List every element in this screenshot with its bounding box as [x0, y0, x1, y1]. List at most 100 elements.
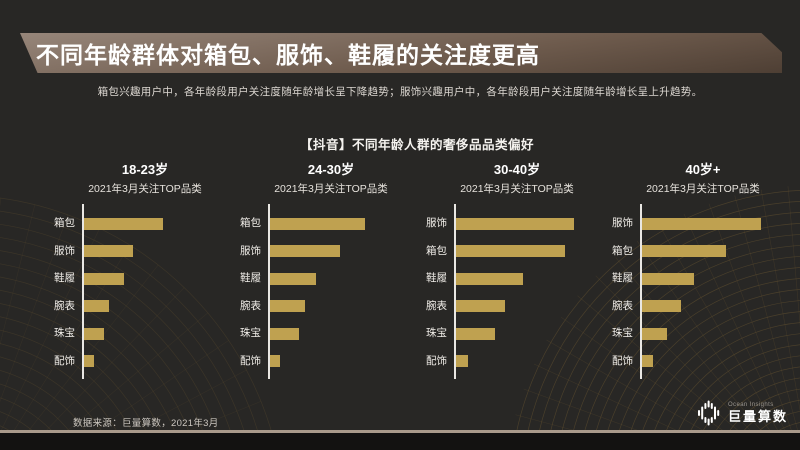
bar-row [270, 293, 394, 321]
age-group-chart: 24-30岁 2021年3月关注TOP品类 箱包 服饰 鞋履 腕表 珠宝 配饰 [222, 162, 408, 379]
bar [456, 245, 566, 258]
bar [642, 327, 667, 340]
age-group-label: 40岁+ [685, 162, 721, 177]
bar-row [456, 348, 580, 376]
bar [270, 327, 299, 340]
bar [642, 300, 682, 313]
soundwave-circle-icon [697, 400, 720, 426]
chart-body: 箱包 服饰 鞋履 腕表 珠宝 配饰 [222, 204, 408, 379]
period-label: 2021年3月关注TOP品类 [460, 183, 574, 195]
age-group-label: 18-23岁 [121, 162, 169, 177]
category-label: 鞋履 [426, 272, 447, 284]
age-group-chart: 18-23岁 2021年3月关注TOP品类 箱包服饰鞋履腕表珠宝配饰 [36, 162, 222, 379]
bar [84, 272, 125, 285]
bar-row [84, 210, 208, 238]
category-label: 服饰 [54, 244, 75, 257]
bar [84, 300, 109, 313]
age-group-label: 24-30岁 [307, 162, 355, 177]
bar [456, 300, 505, 313]
bar-row [456, 293, 580, 321]
footer-strip [0, 433, 800, 450]
logo-brand-en: Ocean Insights [727, 402, 774, 408]
bar [84, 245, 133, 258]
bar [642, 217, 761, 230]
category-label: 服饰 [612, 217, 633, 229]
bar [84, 355, 94, 368]
category-label: 配饰 [240, 354, 261, 367]
age-group-chart: 40岁+ 2021年3月关注TOP品类 服饰箱包鞋履腕表珠宝配饰 [594, 162, 780, 379]
category-label: 鞋履 [612, 272, 633, 284]
bar [456, 272, 523, 285]
bar-row [84, 348, 208, 376]
age-group-label: 30-40岁 [493, 162, 541, 177]
category-label: 珠宝 [612, 327, 633, 339]
bar-row [270, 210, 394, 238]
bar-row [642, 293, 766, 321]
logo-brand-cn: 巨量算数 [727, 409, 788, 424]
category-label: 珠宝 [54, 327, 75, 339]
footer-separator [0, 430, 800, 433]
category-label: 配饰 [426, 354, 447, 367]
category-label: 腕表 [612, 299, 633, 312]
chart-body: 服饰箱包鞋履腕表珠宝配饰 [408, 204, 594, 379]
category-labels: 箱包服饰鞋履腕表珠宝配饰 [36, 204, 82, 379]
bar-row [270, 348, 394, 376]
category-label: 服饰 [426, 217, 447, 229]
bar-row [642, 210, 766, 238]
bar-row [84, 238, 208, 266]
title-banner: 不同年龄群体对箱包、服饰、鞋履的关注度更高 [20, 33, 782, 73]
page-title: 不同年龄群体对箱包、服饰、鞋履的关注度更高 [36, 42, 540, 68]
category-label: 箱包 [426, 244, 447, 257]
bar-row [456, 210, 580, 238]
category-labels: 服饰箱包鞋履腕表珠宝配饰 [408, 204, 454, 379]
period-label: 2021年3月关注TOP品类 [274, 183, 388, 195]
category-label: 配饰 [54, 354, 75, 367]
period-label: 2021年3月关注TOP品类 [646, 183, 760, 195]
category-labels: 服饰箱包鞋履腕表珠宝配饰 [594, 204, 640, 379]
chart-body: 服饰箱包鞋履腕表珠宝配饰 [594, 204, 780, 379]
category-label: 箱包 [54, 217, 75, 229]
bar-row [456, 320, 580, 348]
bars-area [454, 204, 580, 379]
chart-title: 【抖音】不同年龄人群的奢侈品品类偏好 [299, 138, 534, 152]
bar-row [642, 348, 766, 376]
bar [270, 217, 366, 230]
bar [642, 272, 695, 285]
bar-row [84, 293, 208, 321]
category-labels: 箱包 服饰 鞋履 腕表 珠宝 配饰 [222, 204, 268, 379]
bar-row [642, 320, 766, 348]
category-label: 箱包 [240, 217, 261, 229]
bars-area [268, 204, 394, 379]
bar [270, 355, 280, 368]
bar [642, 245, 727, 258]
category-label: 珠宝 [426, 327, 447, 339]
category-label: 配饰 [612, 354, 633, 367]
category-label: 服饰 [240, 244, 261, 257]
data-source-note: 数据来源：巨量算数，2021年3月 [73, 418, 219, 429]
category-label: 腕表 [426, 299, 447, 312]
bars-area [82, 204, 208, 379]
logo-text: Ocean Insights 巨量算数 [728, 402, 788, 424]
bar-row [642, 265, 766, 293]
age-group-chart: 30-40岁 2021年3月关注TOP品类 服饰箱包鞋履腕表珠宝配饰 [408, 162, 594, 379]
bar [456, 327, 496, 340]
bar-row [84, 265, 208, 293]
category-label: 箱包 [612, 244, 633, 257]
bar-row [270, 265, 394, 293]
category-label: 鞋履 [240, 272, 261, 284]
bar-row [270, 320, 394, 348]
bar [270, 245, 341, 258]
page-subtitle: 箱包兴趣用户中，各年龄段用户关注度随年龄增长呈下降趋势；服饰兴趣用户中，各年龄段… [97, 86, 703, 98]
bar [642, 355, 653, 368]
category-label: 腕表 [54, 299, 75, 312]
period-label: 2021年3月关注TOP品类 [88, 183, 202, 195]
bar [456, 217, 574, 230]
chart-body: 箱包服饰鞋履腕表珠宝配饰 [36, 204, 222, 379]
category-label: 珠宝 [240, 327, 261, 339]
bar-row [270, 238, 394, 266]
bar-row [456, 265, 580, 293]
ocean-insights-logo: Ocean Insights 巨量算数 [697, 400, 788, 426]
bar-row [84, 320, 208, 348]
bar-row [456, 238, 580, 266]
category-label: 鞋履 [54, 272, 75, 284]
